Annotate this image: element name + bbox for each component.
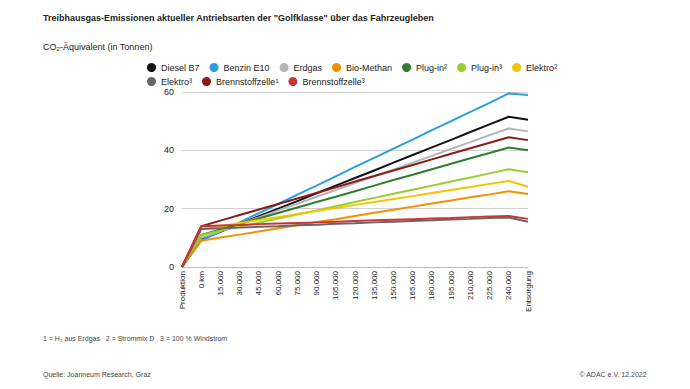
- svg-text:60: 60: [164, 87, 174, 97]
- svg-text:Produktion: Produktion: [178, 271, 187, 309]
- svg-text:Bio-Methan: Bio-Methan: [346, 63, 392, 73]
- svg-text:165.000: 165.000: [408, 270, 417, 299]
- svg-text:225.000: 225.000: [485, 270, 494, 299]
- svg-text:Plug-in³: Plug-in³: [471, 63, 502, 73]
- svg-text:© ADAC e.V. 12.2022: © ADAC e.V. 12.2022: [579, 371, 646, 378]
- svg-text:195.000: 195.000: [447, 270, 456, 299]
- svg-text:Benzin E10: Benzin E10: [224, 63, 270, 73]
- svg-text:45.000: 45.000: [254, 270, 263, 295]
- svg-text:30.000: 30.000: [235, 270, 244, 295]
- svg-text:75.000: 75.000: [293, 270, 302, 295]
- svg-text:0 km: 0 km: [197, 271, 206, 289]
- svg-text:150.000: 150.000: [389, 270, 398, 299]
- svg-text:Plug-in²: Plug-in²: [416, 63, 447, 73]
- svg-text:0: 0: [169, 262, 174, 272]
- svg-text:135.000: 135.000: [370, 270, 379, 299]
- svg-text:1 = H₂ aus Erdgas 2 = Stromm: 1 = H₂ aus Erdgas 2 = Strommix D 3 = 100…: [43, 335, 227, 343]
- svg-text:20: 20: [164, 204, 174, 214]
- svg-text:Brennstoffzelle¹: Brennstoffzelle¹: [216, 77, 278, 87]
- svg-text:Diesel B7: Diesel B7: [161, 63, 200, 73]
- svg-text:15.000: 15.000: [216, 270, 225, 295]
- svg-text:Brennstoffzelle³: Brennstoffzelle³: [302, 77, 364, 87]
- svg-text:Erdgas: Erdgas: [294, 63, 323, 73]
- svg-text:105.000: 105.000: [331, 270, 340, 299]
- svg-text:Quelle: Joanneum Research, Gra: Quelle: Joanneum Research, Graz: [43, 371, 151, 379]
- svg-text:Elektro³: Elektro³: [161, 77, 192, 87]
- svg-text:Treibhausgas-Emissionen aktuel: Treibhausgas-Emissionen aktueller Antrie…: [43, 13, 434, 23]
- svg-text:90.000: 90.000: [312, 270, 321, 295]
- svg-text:180.000: 180.000: [427, 270, 436, 299]
- svg-text:120.000: 120.000: [351, 270, 360, 299]
- svg-text:Entsorgung: Entsorgung: [524, 271, 533, 312]
- svg-text:CO₂-Äquivalent (in Tonnen): CO₂-Äquivalent (in Tonnen): [43, 42, 152, 52]
- svg-text:240.000: 240.000: [504, 270, 513, 299]
- svg-text:210.000: 210.000: [466, 270, 475, 299]
- svg-text:60.000: 60.000: [274, 270, 283, 295]
- svg-text:40: 40: [164, 145, 174, 155]
- svg-text:Elektro²: Elektro²: [526, 63, 557, 73]
